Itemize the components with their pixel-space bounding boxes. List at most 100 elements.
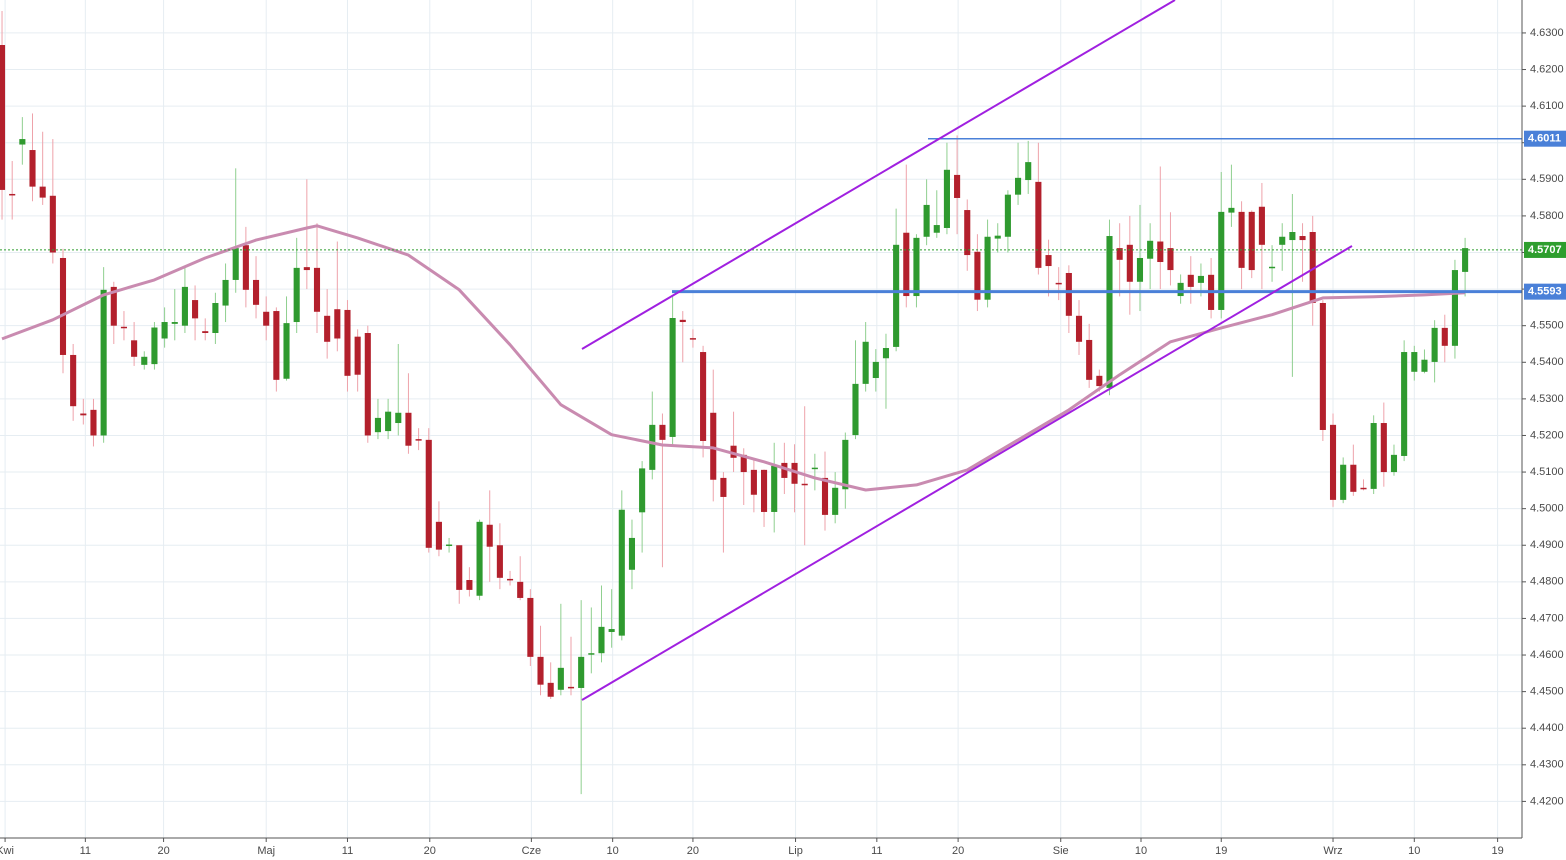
candle-body (1238, 211, 1245, 268)
axes: 4.4200 4.4300 4.4400 4.4500 4.4600 4.4700 4.48… (0, 27, 1566, 857)
candle-body (1218, 211, 1225, 310)
y-tick-label: 4.4700 (1530, 612, 1564, 624)
trend-line (581, 245, 1353, 701)
y-tick-label: 4.6300 (1530, 27, 1564, 39)
candle-body (903, 232, 910, 297)
candle-body (1187, 274, 1194, 287)
candle-body (29, 150, 36, 187)
y-tick-label: 4.4300 (1530, 759, 1564, 771)
candle-body (659, 424, 666, 440)
x-tick-label: 20 (424, 845, 436, 857)
candle-body (222, 279, 229, 306)
candle-body (1147, 240, 1154, 259)
candle-body (374, 417, 382, 433)
candle-body (192, 300, 199, 319)
candle-body (628, 537, 636, 570)
candle-body (1004, 194, 1011, 237)
candle-body (649, 424, 656, 470)
candle-body (1340, 464, 1347, 500)
candle-body (852, 383, 859, 436)
candle-body (39, 186, 46, 198)
candle-body (395, 412, 402, 424)
candle-body (781, 462, 788, 478)
candle-body (893, 244, 900, 347)
candle-body (547, 682, 554, 697)
candle-body (832, 487, 839, 515)
candle-body (527, 597, 534, 657)
candle-body (435, 521, 442, 550)
candle-body (1421, 359, 1428, 372)
y-tick-label: 4.5300 (1530, 393, 1564, 405)
x-tick-label: 20 (687, 845, 699, 857)
candle-body (80, 413, 87, 416)
candle-body (1360, 487, 1367, 490)
candle-body (181, 286, 188, 326)
candle-body (405, 412, 412, 446)
moving-average-line (1, 224, 1466, 492)
candle-body (1441, 327, 1448, 346)
candle-body (1370, 423, 1377, 489)
candle-body (273, 311, 280, 380)
y-tick-label: 4.6100 (1530, 100, 1564, 112)
candle-body (161, 322, 168, 339)
candle-body (730, 445, 737, 458)
x-tick-label: Kwi (0, 845, 14, 857)
candle-body (1299, 236, 1306, 241)
y-tick-label: 4.5900 (1530, 173, 1564, 185)
x-tick-label: Wrz (1323, 845, 1342, 857)
candle-body (1177, 282, 1184, 297)
y-tick-label: 4.4900 (1530, 539, 1564, 551)
candle-body (720, 477, 727, 497)
candle-body (862, 341, 869, 384)
candle-body (456, 545, 463, 590)
candle-body (131, 340, 138, 357)
candle-body (1065, 272, 1072, 316)
x-tick-label: Cze (522, 845, 542, 857)
candle-body (1309, 232, 1316, 303)
candle-body (1350, 464, 1357, 492)
candle-body (679, 319, 686, 323)
candle-body (1411, 352, 1418, 372)
candle-body (1167, 248, 1174, 271)
candle-body (425, 439, 432, 548)
candle-body (882, 348, 890, 359)
candle-body (1025, 162, 1032, 181)
candle-body (0, 45, 6, 190)
candle-body (385, 411, 392, 432)
candle-body (669, 318, 676, 437)
candle-body (811, 467, 818, 470)
candle-body (110, 286, 117, 326)
candle-body (1279, 236, 1286, 245)
candle-body (1035, 181, 1042, 268)
candle-body (1431, 327, 1438, 362)
candle-body (446, 544, 453, 547)
y-tick-label: 4.5400 (1530, 356, 1564, 368)
candle-body (9, 193, 16, 196)
candle-body (283, 323, 290, 379)
candle-body (771, 465, 778, 512)
candle-body (700, 352, 707, 441)
x-tick-label: 20 (952, 845, 964, 857)
x-tick-label: 10 (1135, 845, 1147, 857)
candle-body (1462, 248, 1469, 272)
candle-body (212, 302, 219, 334)
candle-body (1136, 257, 1144, 282)
candle-body (1086, 339, 1093, 380)
x-tick-label: 10 (607, 845, 619, 857)
y-tick-label: 4.6200 (1530, 63, 1564, 75)
price-marker-box (1524, 241, 1566, 258)
x-tick-label: 11 (342, 845, 353, 857)
y-tick-label: 4.4600 (1530, 649, 1564, 661)
candle-body (49, 195, 56, 253)
y-tick-label: 4.5500 (1530, 320, 1564, 332)
x-tick-label: 19 (1491, 845, 1503, 857)
candle-body (90, 409, 97, 436)
candle-body (974, 251, 981, 300)
candle-body (59, 257, 67, 355)
candle-body (740, 454, 747, 473)
candle-body (324, 315, 331, 342)
candle-body (923, 204, 930, 237)
